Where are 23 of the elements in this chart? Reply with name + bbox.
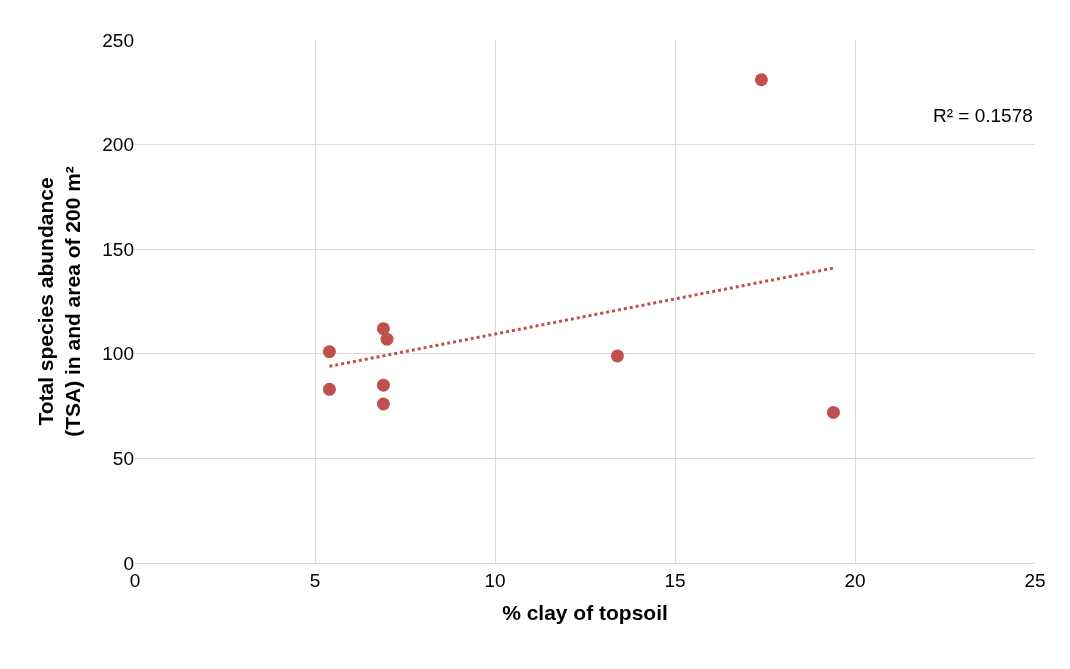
y-tick-label: 50 <box>112 448 134 470</box>
y-tick-label: 250 <box>102 29 134 51</box>
y-tick-label: 0 <box>123 552 134 574</box>
x-tick-label: 5 <box>309 569 321 591</box>
x-tick-label: 20 <box>844 569 866 591</box>
x-tick-label: 25 <box>1024 569 1046 591</box>
point <box>380 332 394 346</box>
point <box>322 345 336 359</box>
y-tick-label: 150 <box>102 238 134 260</box>
annotation: R² = 0.1578 <box>933 105 1033 126</box>
y-tick-label: 100 <box>102 343 134 365</box>
point <box>610 349 624 363</box>
x-tick-label: 15 <box>664 569 686 591</box>
x-tick-label: 10 <box>484 569 506 591</box>
y-axis-title: Total species abundance (TSA) in and area of 200 m² <box>34 166 85 437</box>
point <box>376 378 390 392</box>
point <box>826 405 840 419</box>
point <box>322 382 336 396</box>
x-axis-title: % clay of topsoil <box>502 601 668 624</box>
point <box>754 73 768 87</box>
y-tick-label: 200 <box>102 134 134 156</box>
point <box>376 322 390 336</box>
point <box>376 397 390 411</box>
